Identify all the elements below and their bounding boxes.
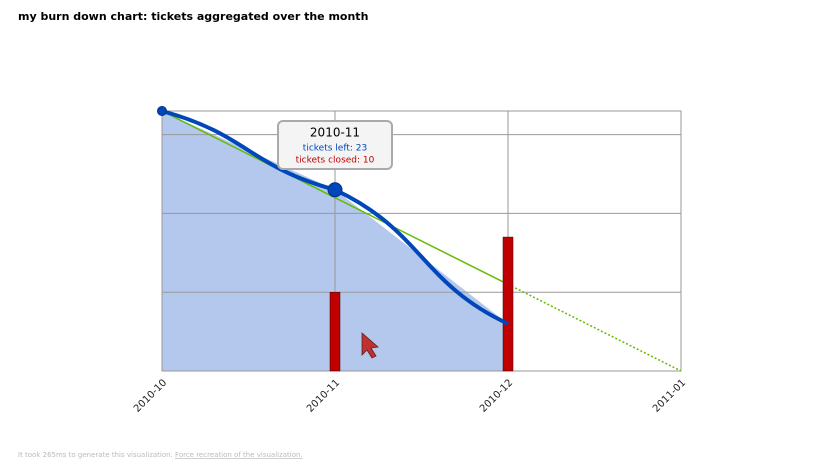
ideal-line (161, 110, 509, 286)
footer-link[interactable]: Force recreation of the visualization. (175, 451, 303, 459)
x-tick-label: 2011-01 (651, 377, 688, 414)
footer-note: It took 265ms to generate this visualiza… (18, 451, 173, 459)
tooltip-line: tickets left: 23 (303, 144, 367, 154)
x-tick-label: 2010-10 (132, 377, 169, 414)
bar (502, 236, 514, 372)
point (157, 106, 167, 116)
tooltip-title: 2010-11 (310, 126, 360, 140)
point (327, 182, 343, 198)
x-tick-label: 2010-12 (478, 377, 515, 414)
bar (329, 291, 341, 372)
tooltip: 2010-11 tickets left: 23 tickets closed: 1… (277, 120, 393, 170)
cursor (361, 332, 379, 359)
x-tick-label: 2010-11 (305, 377, 342, 414)
footer-text: It took 265ms to generate this visualiza… (18, 451, 303, 459)
tooltip-box (277, 120, 393, 170)
chart-title: my burn down chart: tickets aggregated o… (18, 10, 368, 23)
ideal-line-projection (507, 283, 682, 372)
tooltip-line: tickets closed: 10 (296, 156, 375, 166)
